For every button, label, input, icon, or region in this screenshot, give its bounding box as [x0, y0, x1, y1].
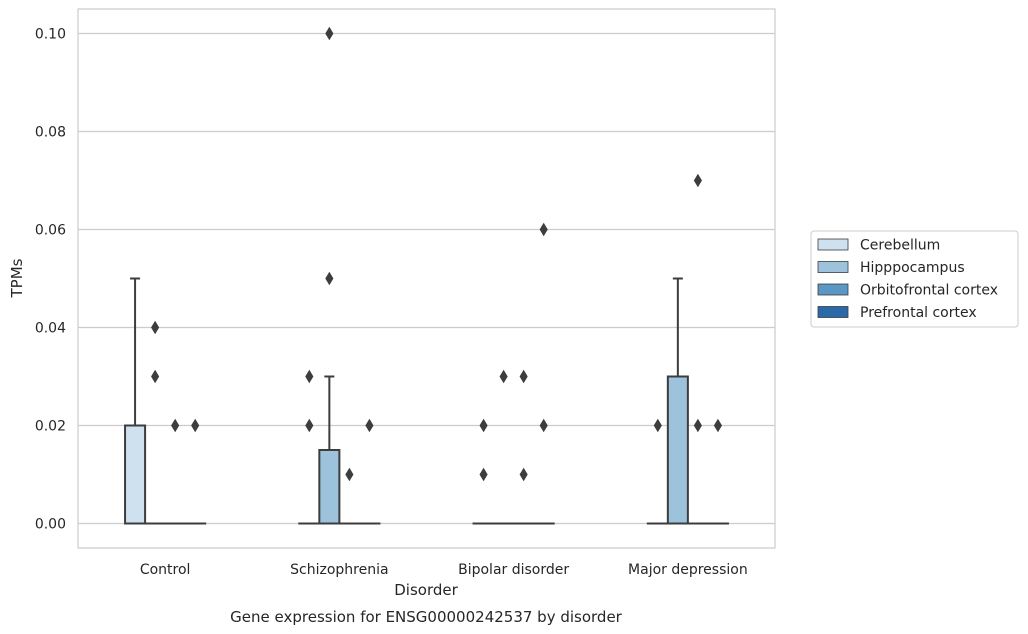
box-hipppocampus — [144, 320, 167, 525]
outlier-point — [305, 369, 314, 384]
legend-swatch — [817, 283, 849, 296]
box-prefrontal-cortex — [184, 418, 207, 525]
box-cerebellum — [298, 369, 321, 525]
box-prefrontal-cortex — [532, 222, 555, 525]
y-tick-label: 0.04 — [35, 321, 66, 337]
plot-frame — [77, 8, 776, 549]
box-plot-marks — [124, 26, 729, 525]
outlier-point — [365, 418, 374, 433]
x-tick-label: Control — [140, 562, 191, 578]
y-tick-label: 0.10 — [35, 27, 66, 43]
x-axis-title: Disorder — [394, 581, 458, 599]
outlier-point — [539, 418, 548, 433]
box-prefrontal-cortex — [358, 418, 381, 525]
box-orbitofrontal-cortex — [164, 418, 187, 525]
outlier-point — [653, 418, 662, 433]
outlier-point — [519, 369, 528, 384]
legend: Cerebellum Hipppocampus Orbitofrontal cort… — [810, 230, 1019, 328]
outlier-point — [693, 173, 702, 188]
x-tick-label: Bipolar disorder — [458, 562, 569, 578]
y-axis-title: TPMs — [8, 258, 26, 298]
x-tick-label: Major depression — [628, 562, 748, 578]
legend-item: Cerebellum — [817, 238, 940, 254]
legend-swatch — [817, 261, 849, 273]
outlier-point — [499, 369, 508, 384]
y-tick-labels: 0.00 0.02 0.04 0.06 0.08 0.10 — [35, 27, 66, 533]
x-tick-labels: Control Schizophrenia Bipolar disorder Majo… — [140, 562, 748, 578]
box-hipppocampus — [666, 277, 689, 525]
legend-item: Hipppocampus — [817, 260, 965, 276]
chart-title: Gene expression for ENSG00000242537 by d… — [230, 608, 623, 626]
legend-frame — [810, 230, 1019, 328]
outlier-point — [479, 418, 488, 433]
box-hipppocampus — [318, 26, 341, 525]
outlier-point — [151, 320, 160, 335]
box-cerebellum — [124, 277, 147, 525]
box-cerebellum — [646, 418, 669, 525]
box-body — [124, 424, 147, 525]
box-body — [318, 449, 341, 525]
outlier-point — [171, 418, 180, 433]
legend-label: Orbitofrontal cortex — [860, 283, 998, 299]
legend-label: Prefrontal cortex — [860, 305, 977, 321]
legend-swatch — [817, 238, 849, 251]
legend-label: Hipppocampus — [860, 260, 965, 276]
outlier-point — [325, 271, 334, 286]
box-orbitofrontal-cortex — [338, 467, 361, 525]
outlier-point — [519, 467, 528, 482]
y-tick-label: 0.08 — [35, 125, 66, 141]
outlier-point — [305, 418, 314, 433]
outlier-point — [693, 418, 702, 433]
x-tick-label: Schizophrenia — [290, 562, 388, 578]
outlier-point — [325, 26, 334, 41]
box-hipppocampus — [492, 369, 515, 525]
legend-label: Cerebellum — [860, 238, 940, 254]
y-tick-label: 0.00 — [35, 517, 66, 533]
y-tick-label: 0.02 — [35, 419, 66, 435]
box-body — [666, 375, 689, 525]
box-orbitofrontal-cortex — [686, 173, 709, 525]
outlier-point — [191, 418, 200, 433]
outlier-point — [151, 369, 160, 384]
outlier-point — [345, 467, 354, 482]
legend-item: Prefrontal cortex — [817, 305, 977, 321]
outlier-point — [713, 418, 722, 433]
box-cerebellum — [472, 418, 495, 525]
outlier-point — [539, 222, 548, 237]
legend-swatch — [817, 306, 849, 318]
legend-item: Orbitofrontal cortex — [817, 283, 998, 299]
box-orbitofrontal-cortex — [512, 369, 535, 525]
outlier-point — [479, 467, 488, 482]
box-prefrontal-cortex — [706, 418, 729, 525]
y-tick-label: 0.06 — [35, 223, 66, 239]
